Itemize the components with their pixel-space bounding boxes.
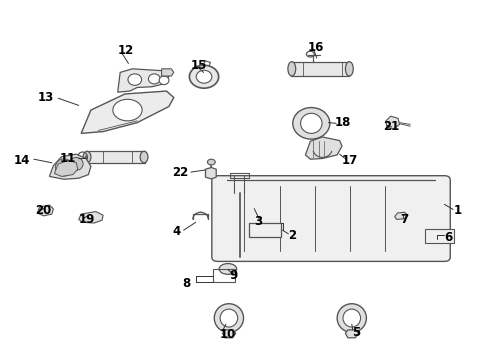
Text: 9: 9	[229, 269, 238, 282]
Ellipse shape	[140, 151, 148, 163]
Ellipse shape	[342, 309, 360, 327]
Text: 5: 5	[351, 326, 359, 339]
Text: 21: 21	[383, 120, 399, 133]
Bar	[212, 269, 234, 282]
Text: 1: 1	[453, 204, 461, 217]
Polygon shape	[345, 330, 358, 338]
Text: 13: 13	[38, 91, 54, 104]
Ellipse shape	[113, 99, 142, 121]
Polygon shape	[305, 137, 341, 159]
Ellipse shape	[55, 159, 73, 176]
Ellipse shape	[207, 159, 215, 165]
Ellipse shape	[287, 62, 295, 76]
Polygon shape	[79, 212, 103, 223]
Text: 11: 11	[60, 152, 76, 165]
Ellipse shape	[83, 151, 91, 163]
Bar	[249, 223, 281, 237]
Polygon shape	[161, 69, 173, 76]
FancyBboxPatch shape	[211, 176, 449, 261]
Text: 7: 7	[400, 213, 408, 226]
Text: 14: 14	[14, 154, 30, 167]
Text: 10: 10	[220, 328, 236, 341]
Ellipse shape	[300, 113, 322, 134]
Ellipse shape	[159, 76, 168, 85]
Text: 12: 12	[118, 44, 134, 57]
Ellipse shape	[214, 304, 243, 332]
Ellipse shape	[219, 264, 236, 274]
Text: 18: 18	[334, 116, 350, 129]
Text: 3: 3	[254, 215, 262, 228]
Bar	[424, 229, 453, 243]
Polygon shape	[222, 330, 235, 338]
Ellipse shape	[292, 108, 329, 139]
Text: 2: 2	[288, 229, 296, 242]
Ellipse shape	[69, 157, 83, 170]
Ellipse shape	[220, 309, 237, 327]
Text: 19: 19	[79, 213, 95, 226]
Polygon shape	[385, 116, 399, 129]
Polygon shape	[81, 91, 173, 134]
Text: 22: 22	[172, 166, 188, 179]
Text: 4: 4	[172, 225, 181, 238]
Polygon shape	[290, 62, 348, 76]
Text: 16: 16	[307, 41, 324, 54]
Text: 8: 8	[182, 278, 190, 291]
Polygon shape	[37, 205, 53, 216]
Polygon shape	[86, 151, 144, 163]
Text: 20: 20	[35, 204, 51, 217]
Polygon shape	[118, 69, 168, 92]
Text: 6: 6	[444, 231, 452, 244]
Polygon shape	[205, 167, 216, 179]
Polygon shape	[54, 160, 78, 176]
Ellipse shape	[189, 65, 218, 88]
Ellipse shape	[336, 304, 366, 332]
Polygon shape	[394, 212, 407, 220]
Ellipse shape	[128, 74, 142, 85]
Ellipse shape	[196, 70, 211, 83]
Text: 17: 17	[341, 154, 358, 167]
Ellipse shape	[345, 62, 352, 76]
Ellipse shape	[148, 74, 160, 84]
Text: 15: 15	[190, 59, 207, 72]
Polygon shape	[49, 154, 91, 179]
